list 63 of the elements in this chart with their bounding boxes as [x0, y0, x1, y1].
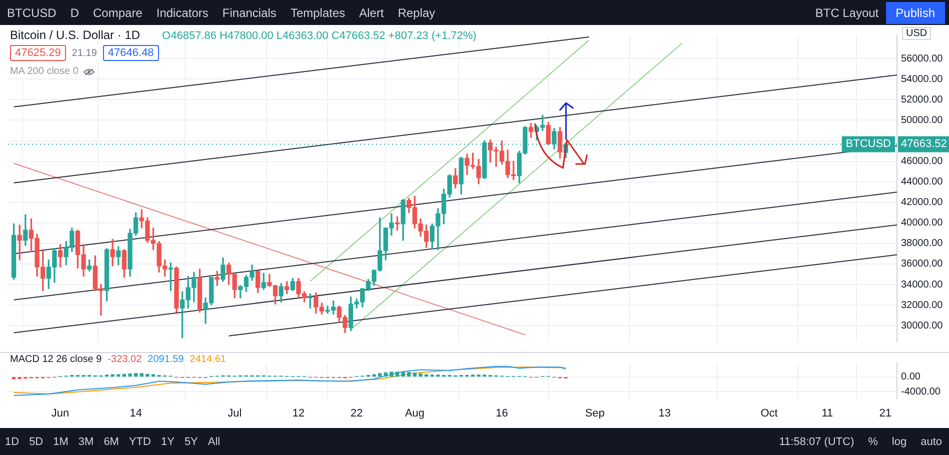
y-tick-label: 40000.00	[901, 218, 944, 229]
text: Templates	[289, 6, 346, 20]
y-tick-label: 32000.00	[901, 300, 944, 311]
y-tick-label: 54000.00	[901, 74, 944, 85]
text: log	[890, 436, 908, 448]
x-tick-label: 21	[879, 407, 892, 420]
text: 11:58:07 (UTC)	[778, 436, 856, 448]
x-tick-label: Sep	[585, 407, 605, 420]
chart-title: MACD 12 26 close 9	[10, 354, 102, 365]
chart-subtitle: O46857.86 H47800.00 L46363.00 C47663.52 +807.23 (+1.72%)	[162, 30, 476, 42]
ref-line-label: BTCUSD	[846, 138, 892, 150]
text: 1Y	[160, 436, 176, 448]
y-tick-label: 34000.00	[901, 279, 944, 290]
text: BTCUSD	[6, 6, 58, 20]
x-tick-label: 12	[292, 407, 305, 420]
y-tick-label: 46000.00	[901, 156, 944, 168]
text: BTC Layout	[814, 6, 880, 20]
text: 1M	[52, 436, 70, 448]
chart-title: Bitcoin / U.S. Dollar · 1D	[10, 28, 140, 42]
y-tick-label: 56000.00	[901, 53, 944, 64]
text: %	[867, 436, 879, 448]
x-tick-label: 13	[658, 407, 671, 420]
x-tick-label: Jun	[51, 407, 70, 420]
y-tick-label: 50000.00	[901, 114, 944, 126]
text: 1D	[4, 436, 20, 448]
x-tick-label: Jul	[228, 407, 242, 420]
annotation: 21.19	[70, 48, 98, 58]
text: Indicators	[155, 6, 210, 20]
y-tick-label: 38000.00	[901, 238, 944, 250]
x-tick-label: 11	[822, 407, 833, 420]
annotation: 2414.61	[190, 354, 226, 365]
annotation: 47646.48	[102, 45, 159, 61]
text: 47663.52	[901, 138, 947, 150]
text: Compare	[92, 6, 144, 20]
annotation: 47625.29	[10, 45, 66, 61]
y-tick-label: 44000.00	[901, 176, 944, 188]
text: 5D	[28, 436, 44, 448]
x-tick-label: Aug	[404, 407, 425, 420]
annotation: 2091.59	[148, 354, 184, 365]
x-tick-label: Oct	[760, 407, 778, 420]
text: auto	[920, 436, 943, 448]
text: 6M	[102, 436, 120, 448]
text: Replay	[396, 6, 436, 20]
annotation: MA 200 close 0	[10, 66, 78, 77]
text: Financials	[221, 6, 278, 20]
text: D	[69, 6, 80, 20]
x-tick-label: 16	[496, 407, 508, 420]
y-tick-label: 42000.00	[901, 197, 944, 208]
text: All	[206, 436, 222, 448]
x-tick-label: 14	[130, 407, 142, 420]
y-tick-label: 36000.00	[901, 258, 944, 270]
text: Publish	[886, 2, 945, 24]
x-tick-label: 22	[350, 407, 363, 420]
y-tick-label: 30000.00	[901, 320, 944, 332]
text: USD	[902, 27, 932, 40]
text: Alert	[358, 6, 385, 20]
y-tick-label: -4000.00	[901, 386, 941, 398]
y-tick-label: 52000.00	[901, 94, 944, 106]
annotation: -323.02	[108, 354, 142, 365]
text: 3M	[77, 436, 95, 448]
y-tick-label: 0.00	[901, 372, 921, 383]
text: YTD	[128, 436, 152, 448]
text: 5Y	[183, 436, 199, 448]
